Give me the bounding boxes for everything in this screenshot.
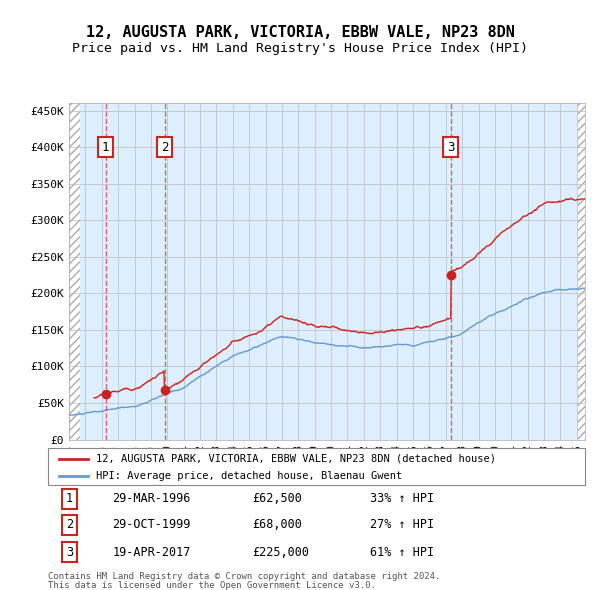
Text: 3: 3	[66, 546, 73, 559]
Text: £68,000: £68,000	[252, 519, 302, 532]
Text: 27% ↑ HPI: 27% ↑ HPI	[370, 519, 434, 532]
Text: 2: 2	[66, 519, 73, 532]
Text: 33% ↑ HPI: 33% ↑ HPI	[370, 492, 434, 505]
Text: HPI: Average price, detached house, Blaenau Gwent: HPI: Average price, detached house, Blae…	[97, 471, 403, 481]
Text: 61% ↑ HPI: 61% ↑ HPI	[370, 546, 434, 559]
Text: 19-APR-2017: 19-APR-2017	[112, 546, 191, 559]
Text: 29-OCT-1999: 29-OCT-1999	[112, 519, 191, 532]
Text: 29-MAR-1996: 29-MAR-1996	[112, 492, 191, 505]
Text: 3: 3	[447, 140, 454, 153]
Text: This data is licensed under the Open Government Licence v3.0.: This data is licensed under the Open Gov…	[48, 581, 376, 590]
Text: £225,000: £225,000	[252, 546, 309, 559]
Bar	[578, 103, 585, 440]
Text: Price paid vs. HM Land Registry's House Price Index (HPI): Price paid vs. HM Land Registry's House …	[72, 42, 528, 55]
Text: Contains HM Land Registry data © Crown copyright and database right 2024.: Contains HM Land Registry data © Crown c…	[48, 572, 440, 581]
Bar	[69, 103, 80, 440]
Text: 12, AUGUSTA PARK, VICTORIA, EBBW VALE, NP23 8DN (detached house): 12, AUGUSTA PARK, VICTORIA, EBBW VALE, N…	[97, 454, 496, 464]
Text: 1: 1	[102, 140, 109, 153]
Text: 2: 2	[161, 140, 168, 153]
FancyBboxPatch shape	[48, 448, 585, 485]
Text: £62,500: £62,500	[252, 492, 302, 505]
Text: 1: 1	[66, 492, 73, 505]
Text: 12, AUGUSTA PARK, VICTORIA, EBBW VALE, NP23 8DN: 12, AUGUSTA PARK, VICTORIA, EBBW VALE, N…	[86, 25, 514, 40]
